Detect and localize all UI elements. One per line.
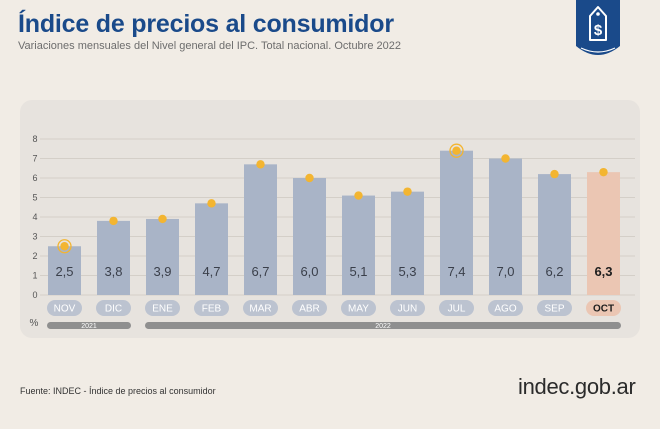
x-tick-label: AGO [494, 304, 516, 315]
month-pill [586, 300, 621, 316]
bar-oct [587, 172, 620, 295]
data-marker [501, 154, 510, 163]
bar-chart: 0 1 2 3 4 5 6 7 8% 2,5 NOV 3,8 DIC 3,9 ENE 4,7 FEB 6,7 MAR… [30, 134, 635, 330]
data-marker [158, 214, 167, 224]
year-label: 2021 [81, 323, 97, 330]
data-marker [550, 169, 559, 179]
y-tick-label: 8 [32, 134, 37, 144]
bar-may [342, 195, 375, 295]
x-tick-label: SEP [544, 304, 564, 315]
bar-ago [489, 158, 522, 295]
y-tick-label: 1 [32, 271, 37, 281]
bar-ene [146, 218, 179, 295]
source-note: Fuente: INDEC - Índice de precios al con… [20, 386, 216, 396]
data-marker [207, 199, 216, 208]
svg-text:$: $ [594, 22, 603, 39]
data-marker [403, 187, 412, 196]
bar-jul [440, 150, 473, 295]
marker-ring [449, 143, 464, 158]
bar-feb [195, 203, 228, 295]
indec-logo: indec.gob.ar [518, 374, 636, 399]
x-tick-label: NOV [54, 304, 76, 315]
chart-title: Índice de precios al consumidor [18, 10, 394, 38]
month-pill [341, 300, 376, 316]
value-label: 5,3 [398, 264, 416, 279]
y-tick-label: 3 [32, 232, 37, 242]
month-pill [292, 300, 327, 316]
value-label: 3,9 [153, 264, 171, 279]
value-label: 6,0 [300, 264, 318, 279]
x-tick-label: ABR [299, 304, 320, 315]
month-pill [537, 300, 572, 316]
month-pill [96, 300, 131, 316]
chart-panel: 0 1 2 3 4 5 6 7 8% 2,5 NOV 3,8 DIC 3,9 ENE 4,7 FEB 6,7 MAR… [20, 100, 640, 338]
data-marker [60, 242, 69, 251]
value-label: 7,4 [447, 264, 465, 279]
bar-dic [97, 220, 130, 295]
bar-abr [293, 178, 326, 295]
bar-sep [538, 174, 571, 295]
value-label: 4,7 [202, 264, 220, 279]
value-label: 6,3 [594, 264, 612, 279]
y-tick-label: 0 [32, 290, 37, 300]
month-pill [194, 300, 229, 316]
bar-jun [391, 191, 424, 295]
year-bracket [47, 322, 131, 329]
x-tick-label: DIC [105, 304, 122, 315]
price-tag-dollar-icon: $ [573, 0, 623, 62]
data-marker [305, 173, 314, 183]
data-marker [256, 160, 265, 169]
value-label: 3,8 [104, 264, 122, 279]
month-pill [47, 300, 82, 316]
x-tick-label: OCT [593, 304, 614, 315]
y-unit-label: % [30, 318, 39, 329]
x-tick-label: JUN [398, 304, 417, 315]
bar-mar [244, 164, 277, 295]
month-pill [439, 300, 474, 316]
month-pill [145, 300, 180, 316]
x-tick-label: MAY [348, 304, 369, 315]
month-pill [488, 300, 523, 316]
y-tick-label: 6 [32, 173, 37, 183]
y-tick-label: 5 [32, 193, 37, 203]
chart-subtitle: Variaciones mensuales del Nivel general … [18, 40, 401, 52]
y-tick-label: 4 [32, 212, 37, 222]
x-tick-label: JUL [448, 304, 466, 315]
month-pill [390, 300, 425, 316]
data-marker [452, 146, 461, 155]
y-tick-label: 7 [32, 154, 37, 164]
value-label: 6,2 [545, 264, 563, 279]
year-bracket [145, 322, 621, 329]
marker-ring [57, 239, 72, 254]
month-pill [243, 300, 278, 316]
data-marker [109, 216, 118, 226]
value-label: 6,7 [251, 264, 269, 279]
data-marker [354, 191, 363, 200]
data-marker [599, 167, 608, 177]
value-label: 5,1 [349, 264, 367, 279]
x-tick-label: ENE [152, 304, 173, 315]
x-tick-label: FEB [202, 304, 222, 315]
value-label: 7,0 [496, 264, 514, 279]
x-tick-label: MAR [249, 304, 271, 315]
year-label: 2022 [375, 323, 391, 330]
value-label: 2,5 [55, 264, 73, 279]
y-tick-label: 2 [32, 251, 37, 261]
bar-nov [48, 246, 81, 295]
